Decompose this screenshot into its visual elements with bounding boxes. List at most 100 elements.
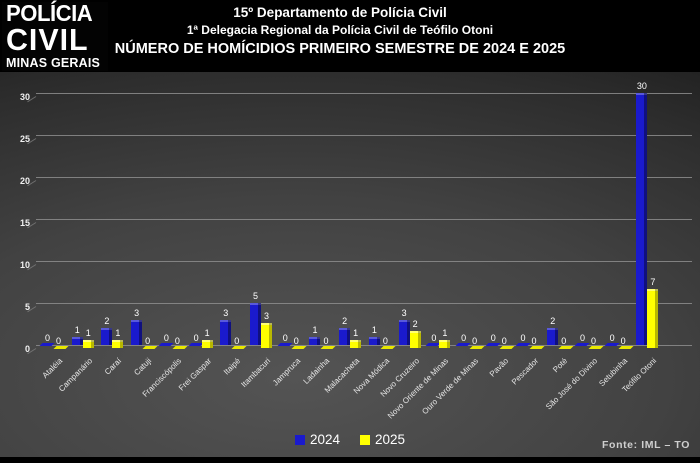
data-label-2025-Ouro Verde de Minas: 0 (472, 336, 478, 346)
data-label-2024-Poté: 2 (550, 316, 556, 327)
data-label-2025-Frei Gaspar: 1 (204, 327, 210, 338)
data-label-2025-Novo Cruzeiro: 2 (412, 319, 418, 330)
data-label-2025-Malacacheta: 1 (353, 327, 359, 338)
zero-bar-2025-Pescador (529, 346, 545, 349)
data-label-2025-Setubinha: 0 (620, 336, 626, 346)
bar-2024-Nova Módica (368, 336, 380, 345)
legend-item-2024: 2024 (294, 432, 340, 447)
zero-bar-2025-Catuji (142, 346, 158, 349)
data-label-2025-Itaipé: 0 (234, 336, 240, 346)
data-label-2024-Pescador: 0 (520, 333, 526, 343)
y-axis-tick-30: 30 (19, 92, 30, 102)
bar-2024-Caraí (101, 328, 113, 345)
gridline-15 (36, 219, 692, 220)
data-label-2025-Campanário: 1 (85, 327, 91, 338)
legend-label-2024: 2024 (309, 432, 340, 447)
bar-2024-Novo Cruzeiro (398, 319, 410, 345)
data-label-2024-São José do Divino: 0 (579, 333, 585, 343)
logo-line-minas-gerais: MINAS GERAIS (6, 55, 101, 70)
zero-bar-2025-Jampruca (291, 346, 307, 349)
data-label-2025-Teófilo Otoni: 7 (650, 277, 656, 288)
data-label-2024-Novo Cruzeiro: 3 (401, 307, 407, 318)
bar-2025-Caraí (112, 339, 124, 348)
gridline-10 (36, 261, 692, 262)
zero-bar-2025-São José do Divino (588, 346, 604, 349)
data-label-2025-Catuji: 0 (145, 336, 151, 346)
zero-bar-2025-Poté (558, 346, 574, 349)
y-axis-tick-25: 25 (19, 134, 30, 144)
y-axis-tick-10: 10 (19, 260, 30, 270)
data-label-2025-Franciscópolis: 0 (174, 336, 180, 346)
bar-2025-Campanário (82, 339, 94, 348)
bar-2025-Novo Oriente de Minas (439, 339, 451, 348)
y-axis-tick-20: 20 (19, 176, 30, 186)
gridline-25 (36, 135, 692, 136)
chart-legend: 2024 2025 (0, 432, 700, 447)
y-axis-tick-5: 5 (24, 302, 30, 312)
data-label-2024-Pavão: 0 (490, 333, 496, 343)
legend-item-2025: 2025 (360, 432, 405, 447)
policia-civil-logo: POLÍCIA CIVIL MINAS GERAIS (2, 0, 108, 71)
zero-bar-2025-Pavão (499, 346, 515, 349)
y-axis-tick-15: 15 (19, 218, 30, 228)
zero-bar-2025-Franciscópolis (172, 346, 188, 349)
zero-bar-2025-Ataléia (53, 346, 69, 349)
gridline-20 (36, 177, 692, 178)
data-label-2024-Frei Gaspar: 0 (193, 333, 199, 343)
gridline-0 (36, 345, 692, 346)
logo-line-civil: CIVIL (6, 22, 89, 58)
data-label-2024-Jampruca: 0 (282, 333, 288, 343)
bar-2025-Novo Cruzeiro (409, 331, 421, 348)
data-label-2024-Itaipé: 3 (223, 307, 229, 318)
data-label-2025-Poté: 0 (561, 336, 567, 346)
bar-2024-Itaipé (220, 319, 232, 345)
bar-chart: 0 5 10 15 20 25 30 0 0 Ataléia 1 1 Campanário 2 1 Caraí… (0, 72, 700, 463)
source-note: Fonte: IML – TO (602, 439, 690, 451)
bar-2024-Campanário (71, 336, 83, 345)
legend-swatch-2025 (360, 434, 370, 445)
data-label-2025-Novo Oriente de Minas: 1 (442, 327, 448, 338)
bar-2024-Catuji (131, 319, 143, 345)
data-label-2025-Jampruca: 0 (293, 336, 299, 346)
data-label-2025-Ataléia: 0 (55, 336, 61, 346)
bar-2025-Frei Gaspar (201, 339, 213, 348)
gridline-30 (36, 93, 692, 94)
data-label-2025-São José do Divino: 0 (590, 336, 596, 346)
bar-2024-Ladainha (309, 336, 321, 345)
data-label-2024-Teófilo Otoni: 30 (636, 81, 647, 91)
data-label-2024-Franciscópolis: 0 (163, 333, 169, 343)
logo-line-policia: POLÍCIA (6, 0, 93, 26)
data-label-2024-Ladainha: 1 (312, 324, 318, 335)
data-label-2024-Malacacheta: 2 (342, 316, 348, 327)
data-label-2024-Campanário: 1 (74, 324, 80, 335)
bar-2024-Itambacuri (250, 303, 262, 345)
bar-2024-Malacacheta (339, 328, 351, 345)
data-label-2025-Caraí: 1 (115, 327, 121, 338)
bar-2024-Poté (547, 328, 559, 345)
data-label-2024-Nova Módica: 1 (371, 324, 377, 335)
legend-label-2025: 2025 (375, 432, 406, 447)
y-axis-tick-0: 0 (24, 344, 30, 354)
data-label-2025-Nova Módica: 0 (382, 336, 388, 346)
title-main: NÚMERO DE HOMÍCIDIOS PRIMEIRO SEMESTRE D… (114, 41, 566, 57)
data-label-2024-Itambacuri: 5 (253, 291, 259, 301)
gridline-5 (36, 303, 692, 304)
bar-2025-Itambacuri (261, 322, 273, 348)
data-label-2024-Caraí: 2 (104, 316, 110, 327)
title-department: 15º Departamento de Polícia Civil (233, 5, 447, 20)
data-label-2025-Pavão: 0 (501, 336, 507, 346)
data-label-2025-Itambacuri: 3 (264, 310, 270, 321)
title-delegacia: 1ª Delegacia Regional da Polícia Civil d… (186, 23, 494, 37)
data-label-2024-Setubinha: 0 (609, 333, 615, 343)
data-label-2024-Novo Oriente de Minas: 0 (431, 333, 437, 343)
data-label-2025-Ladainha: 0 (323, 336, 329, 346)
zero-bar-2025-Itaipé (231, 346, 247, 349)
bar-2025-Teófilo Otoni (647, 289, 659, 348)
data-label-2024-Ouro Verde de Minas: 0 (461, 333, 467, 343)
data-label-2025-Pescador: 0 (531, 336, 537, 346)
chart-titles: 15º Departamento de Polícia Civil 1ª Del… (105, 5, 575, 57)
zero-bar-2025-Nova Módica (380, 346, 396, 349)
bar-2024-Teófilo Otoni (636, 93, 648, 345)
legend-swatch-2024 (294, 434, 305, 445)
